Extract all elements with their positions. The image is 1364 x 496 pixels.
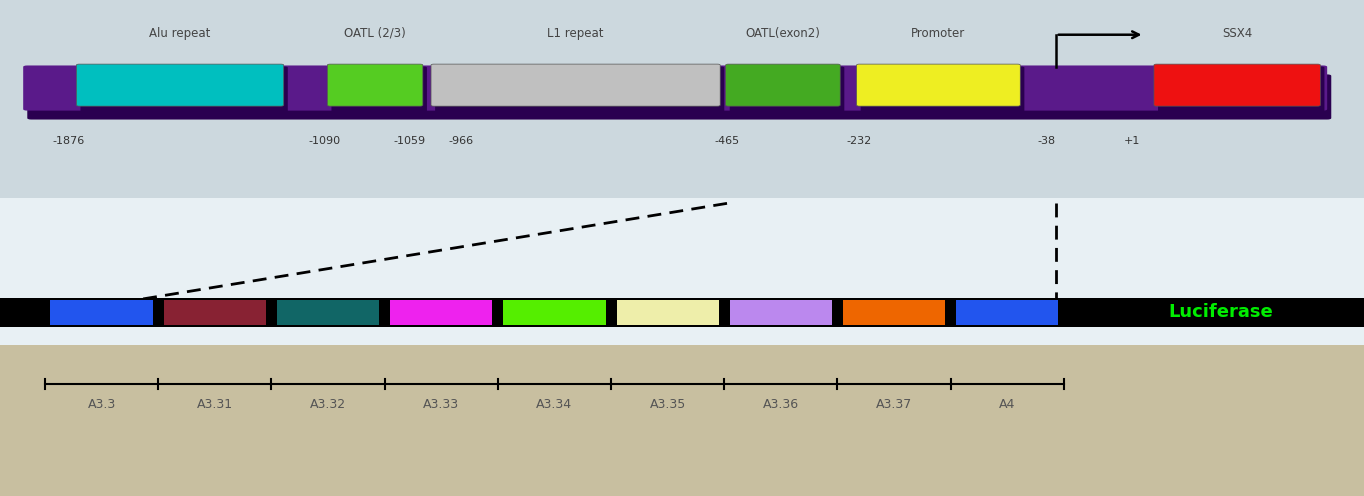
Bar	[0, 198, 1364, 322]
Text: +1: +1	[1124, 136, 1140, 146]
Bar	[503, 300, 606, 325]
Text: Alu repeat: Alu repeat	[150, 27, 210, 40]
Text: Luciferase: Luciferase	[1169, 304, 1273, 321]
Text: A3.36: A3.36	[762, 398, 799, 411]
Bar	[0, 298, 1364, 327]
FancyBboxPatch shape	[431, 64, 720, 106]
FancyBboxPatch shape	[27, 74, 1331, 120]
Text: A3.37: A3.37	[876, 398, 913, 411]
FancyBboxPatch shape	[331, 66, 427, 114]
Text: -465: -465	[715, 136, 739, 146]
Bar	[617, 300, 719, 325]
FancyBboxPatch shape	[726, 64, 840, 106]
Bar	[843, 300, 945, 325]
Text: -38: -38	[1037, 136, 1056, 146]
Text: -232: -232	[847, 136, 872, 146]
FancyBboxPatch shape	[327, 64, 423, 106]
FancyBboxPatch shape	[1158, 66, 1324, 114]
Text: A4: A4	[998, 398, 1016, 411]
Text: OATL(exon2): OATL(exon2)	[746, 27, 820, 40]
Bar	[0, 0, 1364, 198]
Text: -1876: -1876	[52, 136, 85, 146]
Bar	[277, 300, 379, 325]
Text: Promoter: Promoter	[911, 27, 966, 40]
Text: A3.31: A3.31	[196, 398, 233, 411]
Bar	[164, 300, 266, 325]
Text: L1 repeat: L1 repeat	[547, 27, 604, 40]
FancyBboxPatch shape	[730, 66, 844, 114]
Bar	[730, 300, 832, 325]
FancyBboxPatch shape	[76, 64, 284, 106]
Bar	[956, 300, 1058, 325]
FancyBboxPatch shape	[857, 64, 1020, 106]
FancyBboxPatch shape	[435, 66, 724, 114]
Bar	[0, 345, 1364, 496]
Text: -966: -966	[449, 136, 473, 146]
Text: A3.32: A3.32	[310, 398, 346, 411]
Text: -1059: -1059	[393, 136, 426, 146]
Bar	[50, 300, 153, 325]
Text: A3.34: A3.34	[536, 398, 573, 411]
Text: A3.35: A3.35	[649, 398, 686, 411]
Text: -1090: -1090	[308, 136, 341, 146]
Text: A3.3: A3.3	[87, 398, 116, 411]
Text: SSX4: SSX4	[1222, 27, 1252, 40]
Text: A3.33: A3.33	[423, 398, 460, 411]
Bar	[0, 317, 1364, 345]
Text: OATL (2/3): OATL (2/3)	[344, 27, 406, 40]
FancyBboxPatch shape	[861, 66, 1024, 114]
FancyBboxPatch shape	[80, 66, 288, 114]
FancyBboxPatch shape	[1154, 64, 1320, 106]
FancyBboxPatch shape	[23, 65, 1327, 111]
Bar	[390, 300, 492, 325]
